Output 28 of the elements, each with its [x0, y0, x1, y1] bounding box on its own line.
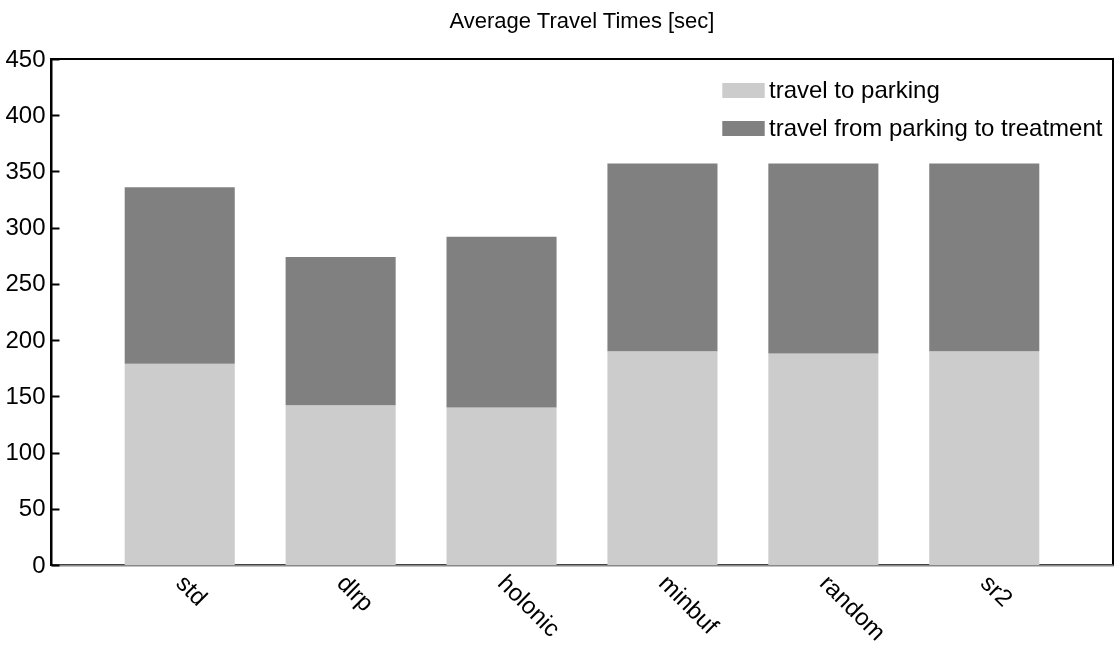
chart-title: Average Travel Times [sec] [449, 8, 715, 33]
y-tick-label: 400 [5, 100, 46, 128]
x-tick-label: sr2 [975, 568, 1019, 612]
y-tick-label: 0 [32, 550, 46, 578]
bar [768, 163, 879, 354]
y-tick-label: 350 [5, 156, 46, 184]
bar [124, 187, 235, 364]
bar [285, 405, 396, 565]
legend-label: travel from parking to treatment [769, 113, 1103, 141]
bar [929, 351, 1040, 565]
bar [768, 353, 879, 565]
legend-label: travel to parking [769, 75, 940, 103]
x-tick-label: std [171, 568, 213, 611]
y-tick-label: 250 [5, 269, 46, 297]
bar [607, 351, 718, 565]
bar [446, 407, 557, 565]
y-tick-label: 150 [5, 381, 46, 409]
y-tick-label: 50 [18, 494, 46, 522]
y-tick-label: 100 [5, 438, 46, 466]
bar [285, 256, 396, 406]
x-tick-label: dlrp [332, 568, 380, 617]
bar [446, 236, 557, 408]
y-tick-label: 300 [5, 213, 46, 241]
bar [607, 163, 718, 352]
y-tick-label: 450 [5, 44, 46, 72]
y-tick-label: 200 [5, 325, 46, 353]
bar [929, 163, 1040, 352]
bar [124, 363, 235, 565]
